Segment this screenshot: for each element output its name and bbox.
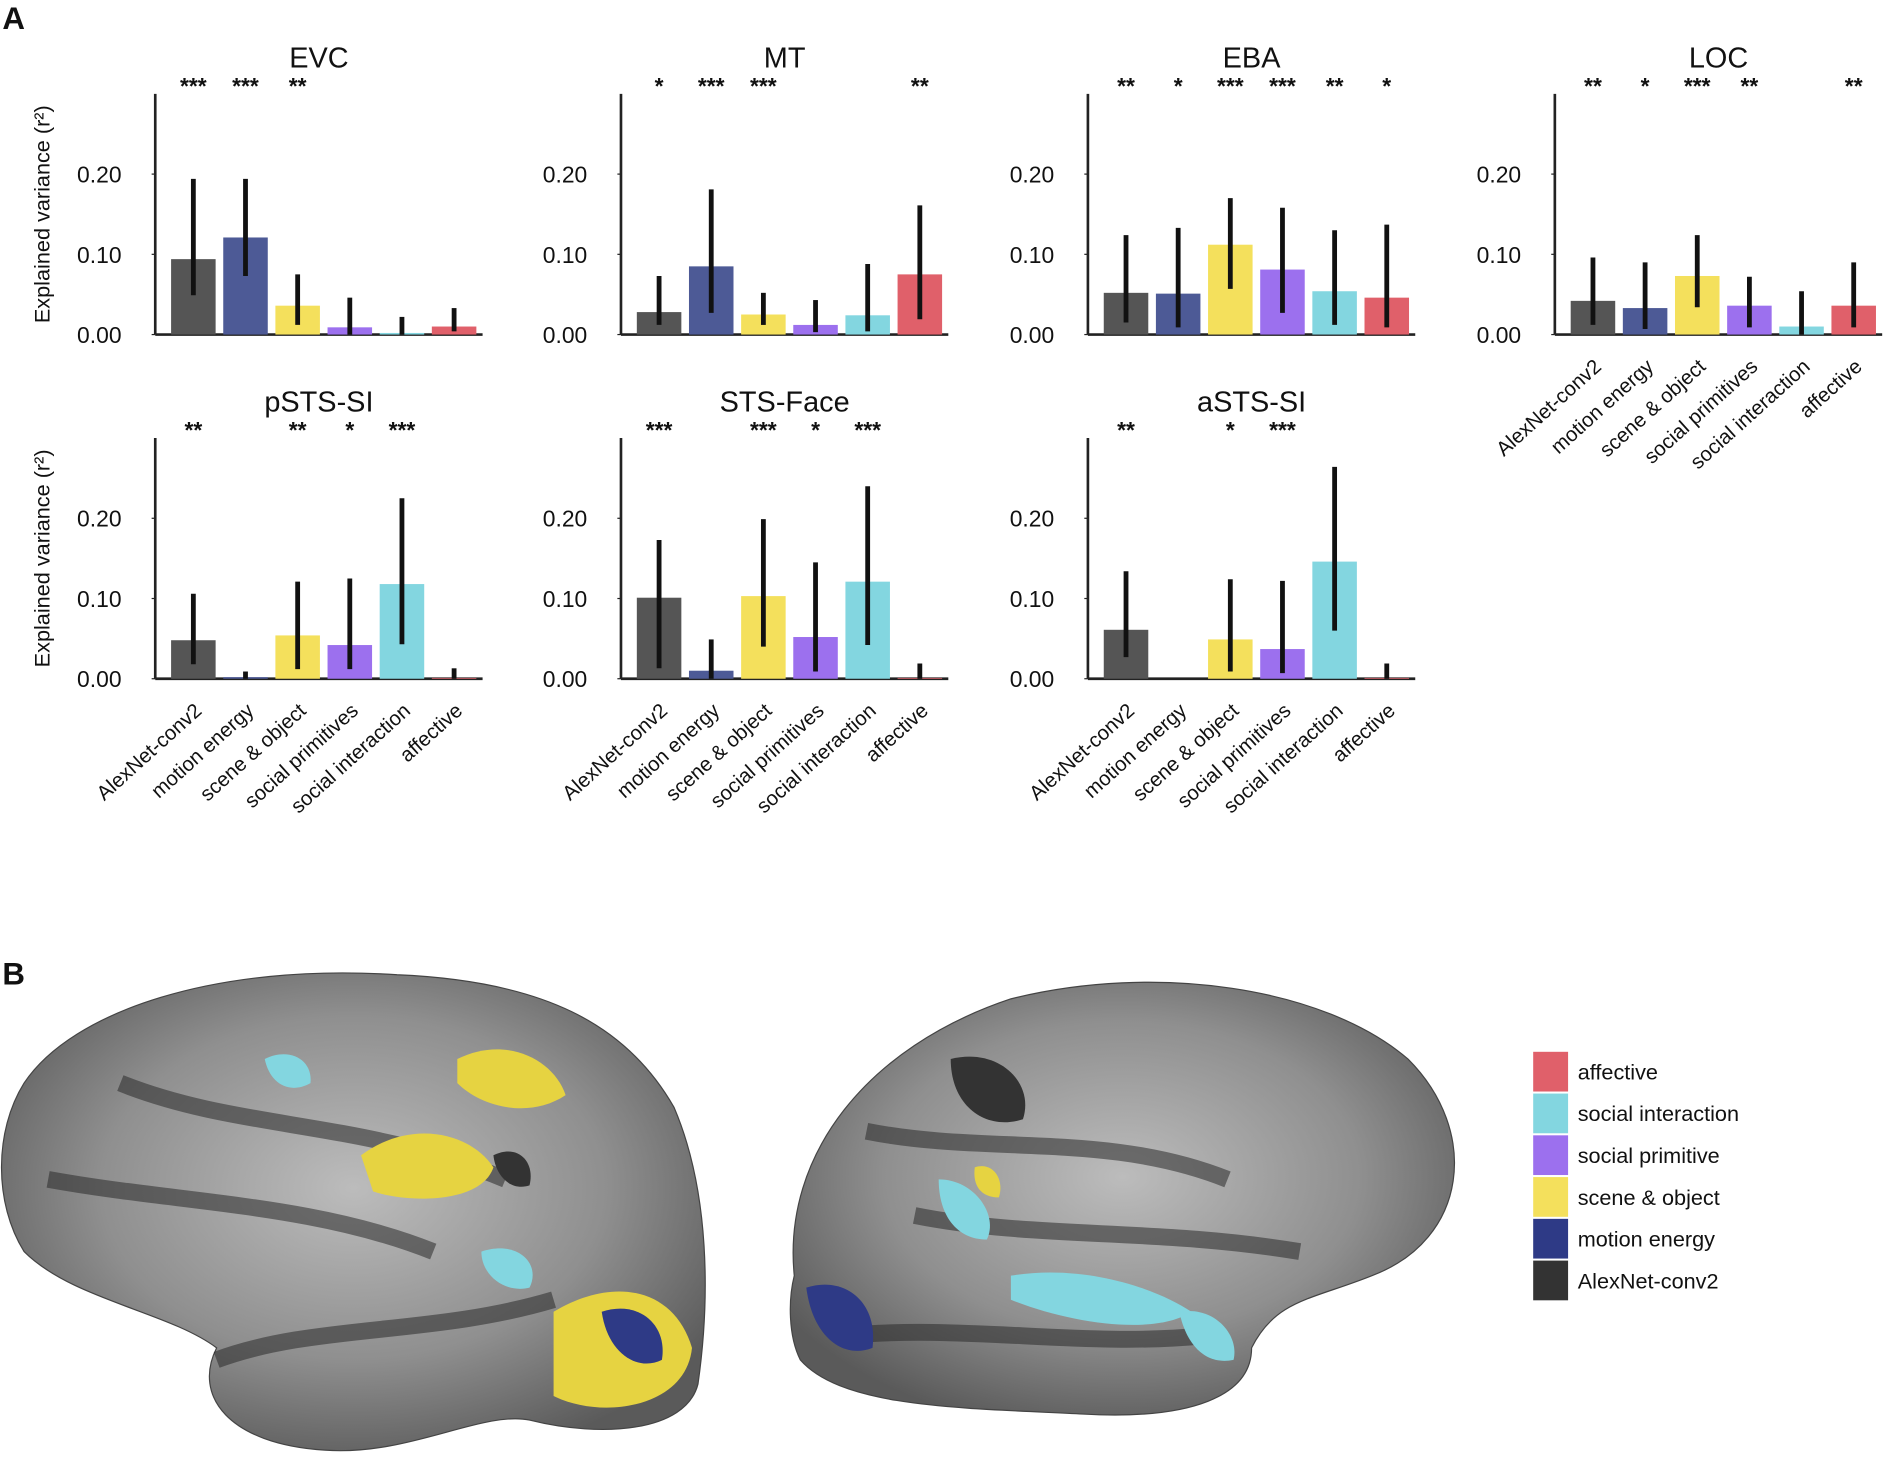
- y-tick-label: 0.10: [543, 242, 588, 268]
- significance-stars: ***: [1269, 73, 1296, 99]
- significance-stars: ***: [750, 417, 777, 443]
- significance-stars: **: [1741, 73, 1759, 99]
- y-tick-label: 0.20: [77, 162, 122, 188]
- y-tick-label: 0.20: [1010, 162, 1054, 188]
- legend-swatch: [1533, 1051, 1569, 1092]
- y-tick-label: 0.00: [77, 666, 122, 692]
- legend-swatch: [1533, 1177, 1569, 1217]
- y-tick-label: 0.10: [543, 586, 588, 612]
- chart-title: MT: [764, 42, 806, 74]
- legend-label: social interaction: [1578, 1101, 1739, 1126]
- significance-stars: ***: [698, 73, 725, 99]
- y-tick-label: 0.00: [1010, 322, 1054, 348]
- y-axis-label: Explained variance (r²): [29, 449, 54, 667]
- y-tick-label: 0.20: [77, 506, 122, 532]
- panel-label: B: [2, 956, 25, 991]
- chart-title: LOC: [1689, 42, 1748, 74]
- significance-stars: ***: [646, 417, 673, 443]
- legend-label: AlexNet-conv2: [1578, 1268, 1719, 1293]
- legend-swatch: [1533, 1218, 1569, 1259]
- y-tick-label: 0.00: [77, 322, 122, 348]
- significance-stars: *: [811, 417, 820, 443]
- legend-swatch: [1533, 1135, 1569, 1176]
- legend-swatch: [1533, 1093, 1569, 1134]
- significance-stars: **: [1326, 73, 1344, 99]
- significance-stars: **: [1117, 73, 1135, 99]
- chart-title: pSTS-SI: [264, 387, 373, 419]
- y-tick-label: 0.20: [543, 162, 588, 188]
- legend-label: motion energy: [1578, 1227, 1715, 1252]
- chart-title: aSTS-SI: [1197, 387, 1306, 419]
- y-tick-label: 0.20: [1010, 506, 1054, 532]
- y-tick-label: 0.10: [1010, 242, 1054, 268]
- significance-stars: *: [1641, 73, 1650, 99]
- chart-title: EVC: [289, 42, 348, 74]
- significance-stars: *: [1226, 417, 1235, 443]
- y-tick-label: 0.00: [1010, 666, 1054, 692]
- significance-stars: **: [1117, 417, 1135, 443]
- legend-label: scene & object: [1578, 1185, 1720, 1210]
- y-axis-label: Explained variance (r²): [29, 105, 54, 323]
- significance-stars: **: [184, 417, 202, 443]
- significance-stars: ***: [180, 73, 207, 99]
- significance-stars: **: [911, 73, 929, 99]
- significance-stars: ***: [389, 417, 416, 443]
- significance-stars: *: [655, 73, 664, 99]
- y-tick-label: 0.10: [77, 586, 122, 612]
- brain-left: [0, 972, 706, 1452]
- significance-stars: **: [289, 417, 307, 443]
- significance-stars: *: [1174, 73, 1183, 99]
- significance-stars: ***: [232, 73, 259, 99]
- y-tick-label: 0.20: [543, 506, 588, 532]
- significance-stars: *: [1382, 73, 1391, 99]
- chart-title: EBA: [1223, 42, 1282, 74]
- y-tick-label: 0.10: [77, 242, 122, 268]
- significance-stars: **: [289, 73, 307, 99]
- y-tick-label: 0.00: [1477, 322, 1522, 348]
- significance-stars: ***: [1269, 417, 1296, 443]
- significance-stars: ***: [1684, 73, 1711, 99]
- significance-stars: *: [345, 417, 354, 443]
- significance-stars: ***: [1217, 73, 1244, 99]
- significance-stars: **: [1845, 73, 1863, 99]
- significance-stars: ***: [854, 417, 881, 443]
- y-tick-label: 0.00: [543, 666, 588, 692]
- y-tick-label: 0.20: [1477, 162, 1522, 188]
- y-tick-label: 0.10: [1010, 586, 1054, 612]
- y-tick-label: 0.10: [1477, 242, 1522, 268]
- chart-title: STS-Face: [720, 387, 850, 419]
- panel-label: A: [2, 1, 25, 36]
- significance-stars: ***: [750, 73, 777, 99]
- y-tick-label: 0.00: [543, 322, 588, 348]
- legend-swatch: [1533, 1260, 1569, 1301]
- significance-stars: **: [1584, 73, 1602, 99]
- legend-label: affective: [1578, 1059, 1658, 1084]
- brain-right: [789, 981, 1455, 1416]
- legend-label: social primitive: [1578, 1143, 1720, 1168]
